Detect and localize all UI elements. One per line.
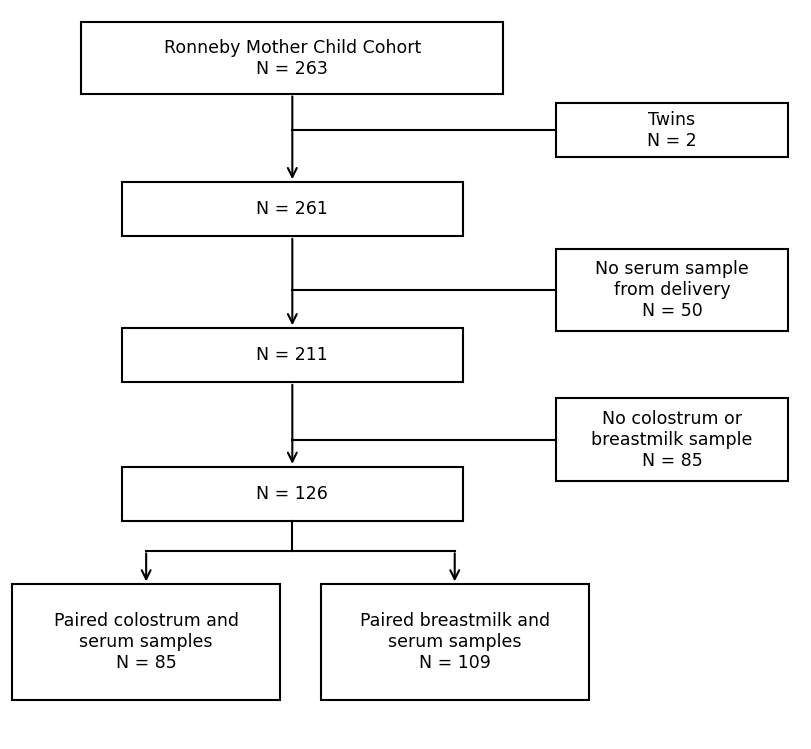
Text: N = 261: N = 261 bbox=[256, 200, 328, 218]
FancyBboxPatch shape bbox=[556, 103, 787, 157]
FancyBboxPatch shape bbox=[556, 249, 787, 331]
Text: Twins: Twins bbox=[647, 111, 695, 129]
Text: No colostrum or: No colostrum or bbox=[601, 410, 741, 428]
FancyBboxPatch shape bbox=[122, 467, 462, 521]
Text: N = 211: N = 211 bbox=[256, 346, 328, 364]
Text: No serum sample: No serum sample bbox=[594, 260, 748, 278]
Text: serum samples: serum samples bbox=[79, 633, 212, 652]
Text: from delivery: from delivery bbox=[613, 281, 729, 299]
FancyBboxPatch shape bbox=[122, 328, 462, 382]
Text: N = 2: N = 2 bbox=[646, 132, 696, 150]
Text: N = 109: N = 109 bbox=[418, 654, 490, 673]
Text: Paired colostrum and: Paired colostrum and bbox=[54, 612, 238, 631]
FancyBboxPatch shape bbox=[81, 22, 503, 94]
FancyBboxPatch shape bbox=[122, 182, 462, 236]
Text: serum samples: serum samples bbox=[388, 633, 521, 652]
Text: N = 85: N = 85 bbox=[116, 654, 176, 673]
Text: breastmilk sample: breastmilk sample bbox=[590, 431, 752, 449]
Text: N = 50: N = 50 bbox=[641, 302, 702, 320]
FancyBboxPatch shape bbox=[12, 584, 280, 700]
Text: Ronneby Mother Child Cohort: Ronneby Mother Child Cohort bbox=[164, 38, 420, 57]
FancyBboxPatch shape bbox=[556, 398, 787, 481]
FancyBboxPatch shape bbox=[320, 584, 588, 700]
Text: Paired breastmilk and: Paired breastmilk and bbox=[359, 612, 549, 631]
Text: N = 126: N = 126 bbox=[256, 485, 328, 503]
Text: N = 263: N = 263 bbox=[256, 59, 328, 78]
Text: N = 85: N = 85 bbox=[641, 452, 702, 470]
